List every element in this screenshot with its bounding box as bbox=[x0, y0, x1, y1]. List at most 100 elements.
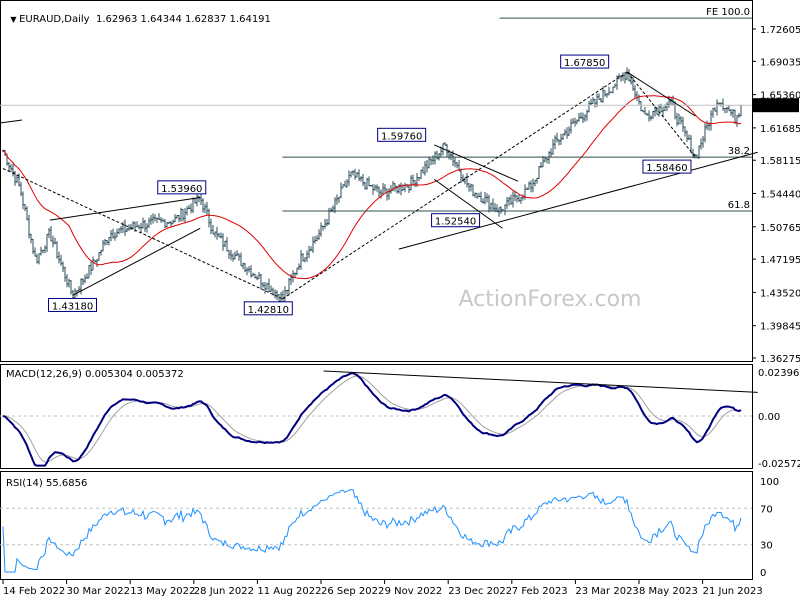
price-bar bbox=[120, 226, 122, 234]
price-bar bbox=[214, 231, 216, 238]
trendline bbox=[49, 196, 201, 221]
price-bar bbox=[100, 249, 102, 256]
price-bar bbox=[318, 229, 320, 240]
price-annotation: 1.59760 bbox=[377, 127, 427, 142]
price-bar bbox=[240, 252, 242, 267]
price-bar bbox=[152, 213, 154, 224]
price-bar bbox=[50, 226, 52, 242]
price-bar bbox=[102, 239, 104, 252]
price-bar bbox=[454, 156, 456, 168]
price-bar bbox=[242, 262, 244, 270]
price-bar bbox=[614, 83, 616, 88]
price-bar bbox=[88, 264, 90, 279]
price-annotation: 1.43180 bbox=[48, 297, 98, 312]
price-bar bbox=[202, 198, 204, 213]
price-bar bbox=[226, 237, 228, 252]
price-bar bbox=[96, 258, 98, 267]
price-bar bbox=[92, 256, 94, 271]
price-bar bbox=[678, 113, 680, 125]
price-bar bbox=[430, 158, 432, 166]
watermark: ActionForex.com bbox=[459, 287, 642, 312]
price-bar bbox=[628, 69, 630, 82]
price-bar bbox=[722, 98, 724, 111]
price-bar bbox=[562, 133, 564, 141]
price-bar bbox=[514, 190, 516, 202]
price-bar bbox=[316, 235, 318, 242]
date-tick-label: 14 Feb 2022 bbox=[3, 586, 65, 597]
annotation-box bbox=[560, 54, 610, 69]
trendline bbox=[282, 71, 628, 300]
price-bar bbox=[196, 193, 198, 207]
date-tick-label: 8 May 2023 bbox=[639, 586, 698, 597]
price-bar bbox=[406, 183, 408, 188]
macd-tick-label: -0.025726 bbox=[758, 459, 800, 470]
price-bar bbox=[206, 201, 208, 215]
price-bar bbox=[728, 105, 730, 112]
price-bar bbox=[694, 153, 696, 159]
price-bar bbox=[508, 196, 510, 206]
price-bar bbox=[10, 164, 12, 172]
price-bar bbox=[222, 233, 224, 251]
rsi-tick-label: 70 bbox=[760, 504, 773, 515]
current-price-tag bbox=[753, 98, 799, 113]
price-bar bbox=[482, 198, 484, 204]
price-bar bbox=[366, 177, 368, 190]
price-bar bbox=[584, 114, 586, 122]
price-bar bbox=[592, 97, 594, 105]
price-tick-label: 1.50765 bbox=[760, 223, 800, 234]
macd-tick-label: 0.00 bbox=[758, 412, 780, 423]
price-bar bbox=[388, 188, 390, 200]
price-bar bbox=[402, 184, 404, 191]
price-bar bbox=[640, 101, 642, 112]
price-bar bbox=[62, 261, 64, 273]
price-bar bbox=[480, 191, 482, 203]
price-bar bbox=[626, 67, 628, 81]
trendline bbox=[398, 151, 758, 250]
macd-signal-line bbox=[2, 375, 742, 463]
price-bar bbox=[232, 253, 234, 262]
price-bar bbox=[8, 161, 10, 172]
price-bar bbox=[268, 278, 270, 293]
price-bar bbox=[474, 192, 476, 198]
annotation-label: 1.58460 bbox=[646, 163, 687, 174]
price-bar bbox=[180, 207, 182, 222]
price-bar bbox=[560, 133, 562, 145]
price-bar bbox=[666, 102, 668, 112]
price-bar bbox=[342, 184, 344, 189]
annotation-box bbox=[377, 127, 427, 142]
price-bar bbox=[646, 113, 648, 116]
price-bar bbox=[20, 181, 22, 197]
price-bar bbox=[302, 253, 304, 262]
date-tick-label: 13 May 2022 bbox=[130, 586, 195, 597]
price-bar bbox=[606, 93, 608, 98]
ohlc-values: 1.62963 1.64344 1.62837 1.64191 bbox=[95, 14, 271, 25]
price-bar bbox=[484, 192, 486, 205]
price-bar bbox=[212, 224, 214, 235]
price-bar bbox=[64, 266, 66, 282]
price-bar bbox=[688, 134, 690, 140]
price-bar bbox=[414, 180, 416, 188]
price-bar bbox=[532, 178, 534, 193]
price-bar bbox=[426, 159, 428, 173]
date-tick-label: 7 Feb 2023 bbox=[512, 586, 568, 597]
price-bar bbox=[46, 233, 48, 253]
date-tick-label: 21 Jun 2023 bbox=[703, 586, 763, 597]
current-price-label: 1.64191 bbox=[758, 101, 799, 112]
price-bar bbox=[38, 253, 40, 265]
collapse-triangle-icon[interactable]: ▼ bbox=[10, 15, 20, 24]
price-bar bbox=[498, 207, 500, 217]
price-bar bbox=[642, 109, 644, 113]
price-bar bbox=[230, 249, 232, 261]
price-bar bbox=[234, 251, 236, 260]
price-bar bbox=[218, 232, 220, 238]
price-annotation: 1.52540 bbox=[431, 213, 481, 228]
price-bar bbox=[716, 99, 718, 116]
price-bar bbox=[94, 259, 96, 263]
macd-title: MACD(12,26,9) 0.005304 0.005372 bbox=[6, 369, 184, 380]
price-bar bbox=[444, 142, 446, 146]
price-bar bbox=[510, 194, 512, 205]
macd-line bbox=[2, 372, 742, 467]
price-bar bbox=[418, 177, 420, 182]
price-bar bbox=[738, 112, 740, 119]
